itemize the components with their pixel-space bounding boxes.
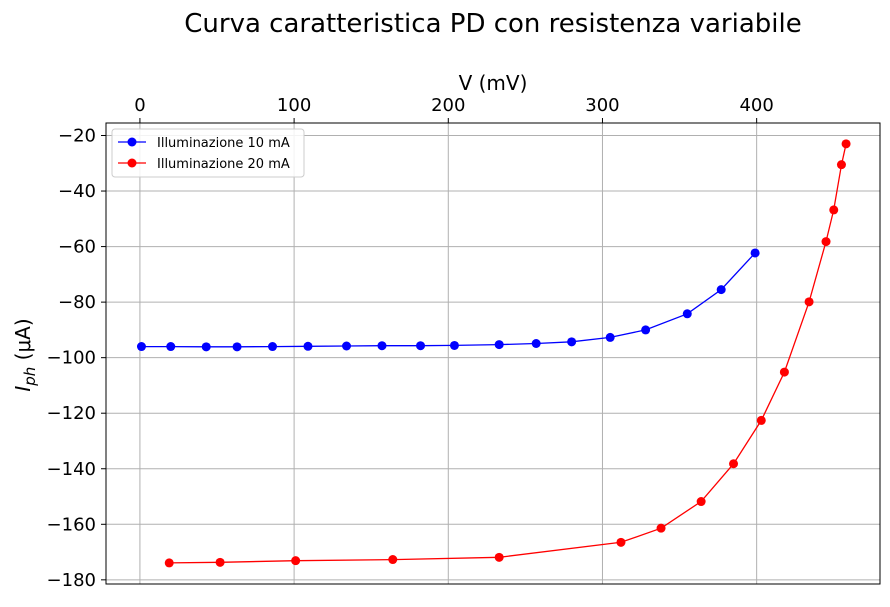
y-axis-title: Iph (μA)	[11, 318, 39, 391]
y-tick-label: −120	[47, 403, 96, 424]
data-point	[201, 342, 211, 352]
data-point	[829, 205, 839, 215]
data-point	[696, 497, 706, 507]
data-point	[605, 332, 615, 342]
data-point	[303, 341, 313, 351]
x-tick-label: 400	[739, 95, 773, 116]
series-1	[136, 248, 760, 352]
data-point	[232, 342, 242, 352]
data-point	[416, 341, 426, 351]
legend-box	[111, 128, 305, 178]
data-point	[836, 160, 846, 170]
data-point	[268, 342, 278, 352]
legend-marker	[127, 158, 137, 168]
legend: Illuminazione 10 mA Illuminazione 20 mA	[111, 128, 305, 178]
data-point	[656, 523, 666, 533]
data-point	[682, 309, 692, 319]
y-tick-label: −80	[58, 292, 96, 313]
x-tick-label: 100	[277, 95, 311, 116]
data-point	[821, 237, 831, 247]
data-point	[567, 337, 577, 347]
data-point	[388, 555, 398, 565]
y-tick-label: −60	[58, 237, 96, 258]
series-2	[164, 139, 851, 568]
x-tick-label: 200	[431, 95, 465, 116]
data-point	[377, 341, 387, 351]
x-tick-label: 300	[585, 95, 619, 116]
data-point	[291, 556, 301, 566]
data-point	[166, 342, 176, 352]
y-tick-label: −160	[47, 514, 96, 535]
data-point	[779, 367, 789, 377]
data-point	[164, 558, 174, 568]
plot-frame	[105, 122, 881, 585]
data-point	[531, 339, 541, 349]
y-tick-label: −20	[58, 125, 96, 146]
x-axis-title: V (mV)	[459, 71, 528, 95]
data-point	[494, 552, 504, 562]
data-point	[215, 557, 225, 567]
data-point	[449, 340, 459, 350]
legend-label: Illuminazione 10 mA	[157, 136, 290, 151]
y-tick-label: −100	[47, 348, 96, 369]
y-tick-label: −40	[58, 181, 96, 202]
data-point	[756, 415, 766, 425]
data-point	[750, 248, 760, 258]
legend-label: Illuminazione 20 mA	[157, 157, 290, 172]
data-point	[136, 342, 146, 352]
series-line	[141, 252, 756, 348]
series-line	[169, 143, 847, 564]
grid-layer	[106, 123, 880, 584]
data-point	[494, 340, 504, 350]
data-point	[804, 297, 814, 307]
series-layer	[136, 139, 851, 568]
y-tick-label: −180	[47, 570, 96, 591]
data-point	[841, 139, 851, 149]
data-point	[729, 459, 739, 469]
y-tick-label: −140	[47, 459, 96, 480]
tick-layer: 0 100 200 300 400 −20 −40 −60 −80 −100 −120 −140 −16…	[47, 95, 774, 591]
data-point	[641, 325, 651, 335]
data-point	[716, 285, 726, 295]
x-tick-label: 0	[134, 95, 145, 116]
chart-title: Curva caratteristica PD con resistenza v…	[184, 9, 801, 39]
data-point	[616, 537, 626, 547]
legend-marker	[127, 137, 137, 147]
data-point	[342, 341, 352, 351]
